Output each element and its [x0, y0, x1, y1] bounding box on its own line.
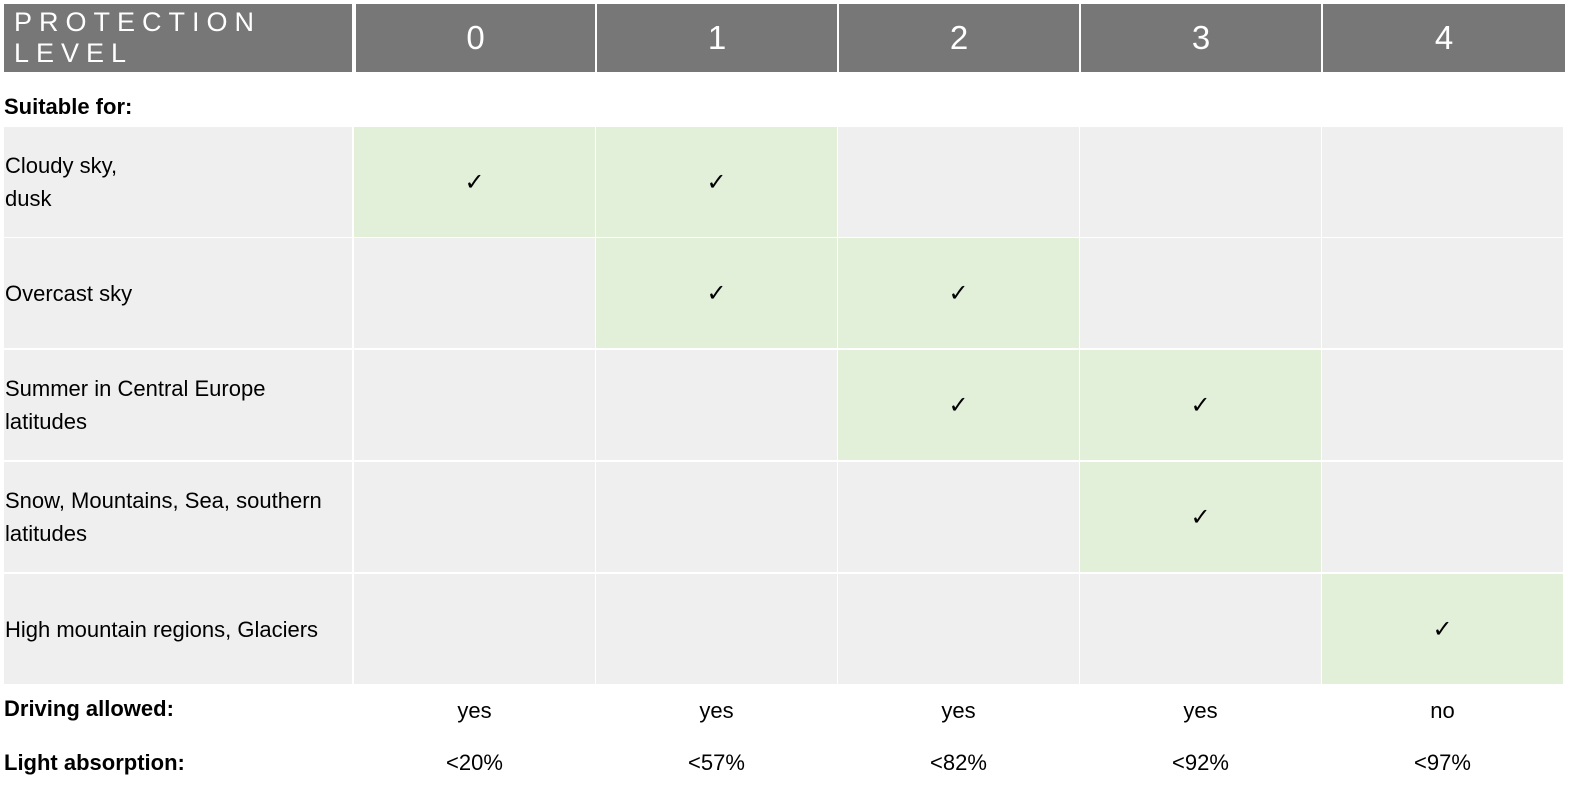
level-cell — [354, 238, 595, 348]
level-cell — [838, 127, 1079, 237]
row-label: Cloudy sky, dusk — [4, 127, 352, 237]
level-cell — [1080, 127, 1321, 237]
level-cell: ✓ — [354, 127, 595, 237]
driving-value-0: yes — [457, 698, 492, 723]
driving-value-3: yes — [1183, 698, 1218, 723]
level-cell: ✓ — [1080, 350, 1321, 460]
checkmark-icon: ✓ — [948, 391, 969, 419]
row-label: Snow, Mountains, Sea, southern latitudes — [4, 462, 352, 572]
row-label: Summer in Central Europe latitudes — [4, 350, 352, 460]
header-title: PROTECTION LEVEL — [4, 4, 352, 72]
checkmark-icon: ✓ — [706, 168, 727, 196]
checkmark-icon: ✓ — [464, 168, 485, 196]
header-level-2: 2 — [839, 4, 1079, 72]
level-cell: ✓ — [838, 350, 1079, 460]
checkmark-icon: ✓ — [1432, 615, 1453, 643]
level-cell — [1080, 238, 1321, 348]
absorption-value-2: <82% — [930, 750, 987, 775]
level-cell: ✓ — [1322, 574, 1563, 684]
level-cell: ✓ — [838, 238, 1079, 348]
driving-value-4: no — [1430, 698, 1455, 723]
checkmark-icon: ✓ — [1190, 503, 1211, 531]
level-cell — [838, 462, 1079, 572]
checkmark-icon: ✓ — [706, 279, 727, 307]
level-cell — [1080, 574, 1321, 684]
level-cell — [1322, 238, 1563, 348]
absorption-value-0: <20% — [446, 750, 503, 775]
level-cell — [354, 462, 595, 572]
row-label-text: Snow, Mountains, Sea, southern latitudes — [5, 488, 322, 546]
level-cell — [354, 350, 595, 460]
absorption-value-3: <92% — [1172, 750, 1229, 775]
row-label-text: Overcast sky — [5, 280, 133, 306]
header-level-1: 1 — [597, 4, 837, 72]
absorption-value-4: <97% — [1414, 750, 1471, 775]
row-label-text: Summer in Central Europe latitudes — [5, 376, 266, 434]
level-cell — [838, 574, 1079, 684]
checkmark-icon: ✓ — [1190, 391, 1211, 419]
row-label: Overcast sky — [4, 238, 352, 348]
light-absorption-label: Light absorption: — [4, 750, 185, 775]
row-label-text: Cloudy sky, dusk — [5, 153, 118, 211]
absorption-value-1: <57% — [688, 750, 745, 775]
level-cell — [596, 462, 837, 572]
header-level-4: 4 — [1323, 4, 1565, 72]
header-level-0: 0 — [356, 4, 595, 72]
level-cell — [1322, 350, 1563, 460]
level-cell: ✓ — [1080, 462, 1321, 572]
suitable-for-label: Suitable for: — [4, 94, 133, 119]
row-label: High mountain regions, Glaciers — [4, 574, 352, 684]
level-cell — [596, 574, 837, 684]
driving-value-2: yes — [941, 698, 976, 723]
checkmark-icon: ✓ — [948, 279, 969, 307]
level-cell — [596, 350, 837, 460]
level-cell — [1322, 462, 1563, 572]
header-level-3: 3 — [1081, 4, 1321, 72]
row-label-text: High mountain regions, Glaciers — [5, 616, 319, 642]
level-cell — [354, 574, 595, 684]
driving-value-1: yes — [699, 698, 734, 723]
level-cell — [1322, 127, 1563, 237]
driving-allowed-label: Driving allowed: — [4, 696, 174, 721]
level-cell: ✓ — [596, 238, 837, 348]
level-cell: ✓ — [596, 127, 837, 237]
